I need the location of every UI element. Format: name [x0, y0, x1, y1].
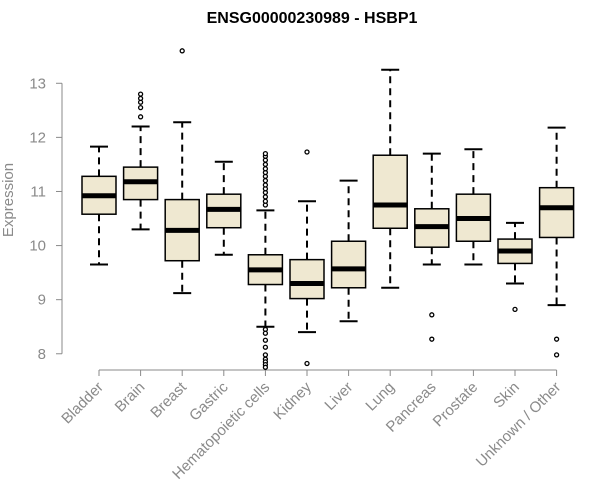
chart-title: ENSG00000230989 - HSBP1	[207, 10, 418, 27]
box-unknown-other	[538, 126, 575, 358]
box-rect	[372, 154, 408, 230]
outlier-point	[262, 150, 269, 157]
box-breast	[164, 48, 200, 295]
box-lung	[372, 68, 408, 289]
outlier-point	[262, 352, 269, 358]
outlier-point	[262, 178, 269, 184]
outlier-point	[262, 166, 269, 172]
x-tick-label: Breast	[147, 378, 190, 421]
x-tick-label: Brain	[112, 379, 149, 416]
outlier-point	[553, 352, 560, 358]
x-tick-label: Prostate	[430, 379, 482, 431]
outlier-point	[262, 344, 269, 350]
box-rect	[289, 258, 325, 300]
outlier-point	[512, 306, 518, 313]
y-tick-label: 10	[29, 238, 46, 255]
y-tick-label: 12	[29, 129, 46, 146]
outlier-point	[429, 336, 435, 342]
outlier-point	[137, 95, 144, 102]
box-gastric	[206, 160, 242, 256]
outlier-point	[553, 336, 560, 342]
box-skin	[497, 221, 533, 313]
x-tick-label: Liver	[321, 379, 356, 414]
outlier-point	[304, 149, 310, 155]
box-pancreas	[414, 152, 450, 342]
outlier-point	[179, 48, 185, 54]
y-tick-label: 13	[29, 75, 46, 92]
boxes-group	[81, 48, 575, 370]
y-tick-label: 8	[38, 346, 46, 363]
outlier-point	[262, 337, 269, 343]
outlier-point	[429, 312, 435, 318]
x-tick-label: Skin	[490, 379, 523, 412]
outlier-point	[262, 198, 269, 204]
outlier-point	[262, 330, 269, 336]
box-hematopoietic-cells	[247, 150, 284, 370]
outlier-point	[262, 194, 269, 200]
box-bladder	[81, 145, 117, 266]
box-rect	[330, 240, 367, 289]
outlier-point	[137, 91, 144, 97]
y-axis: 8 9 10 11 12 13	[29, 75, 63, 363]
box-rect	[538, 186, 575, 239]
outlier-point	[262, 364, 269, 370]
box-prostate	[455, 148, 492, 266]
outlier-point	[262, 161, 269, 168]
y-axis-label: Expression	[0, 163, 17, 237]
y-tick-label: 9	[38, 292, 46, 309]
x-tick-label: Kidney	[270, 378, 315, 423]
box-liver	[330, 179, 367, 323]
outlier-point	[304, 360, 310, 367]
outlier-point	[137, 104, 144, 111]
outlier-point	[137, 114, 144, 120]
x-tick-label: Bladder	[58, 379, 107, 428]
y-tick-label: 11	[30, 183, 46, 200]
box-brain	[122, 91, 159, 231]
x-tick-label: Lung	[362, 379, 398, 415]
box-kidney	[289, 149, 325, 367]
outlier-point	[262, 182, 269, 188]
